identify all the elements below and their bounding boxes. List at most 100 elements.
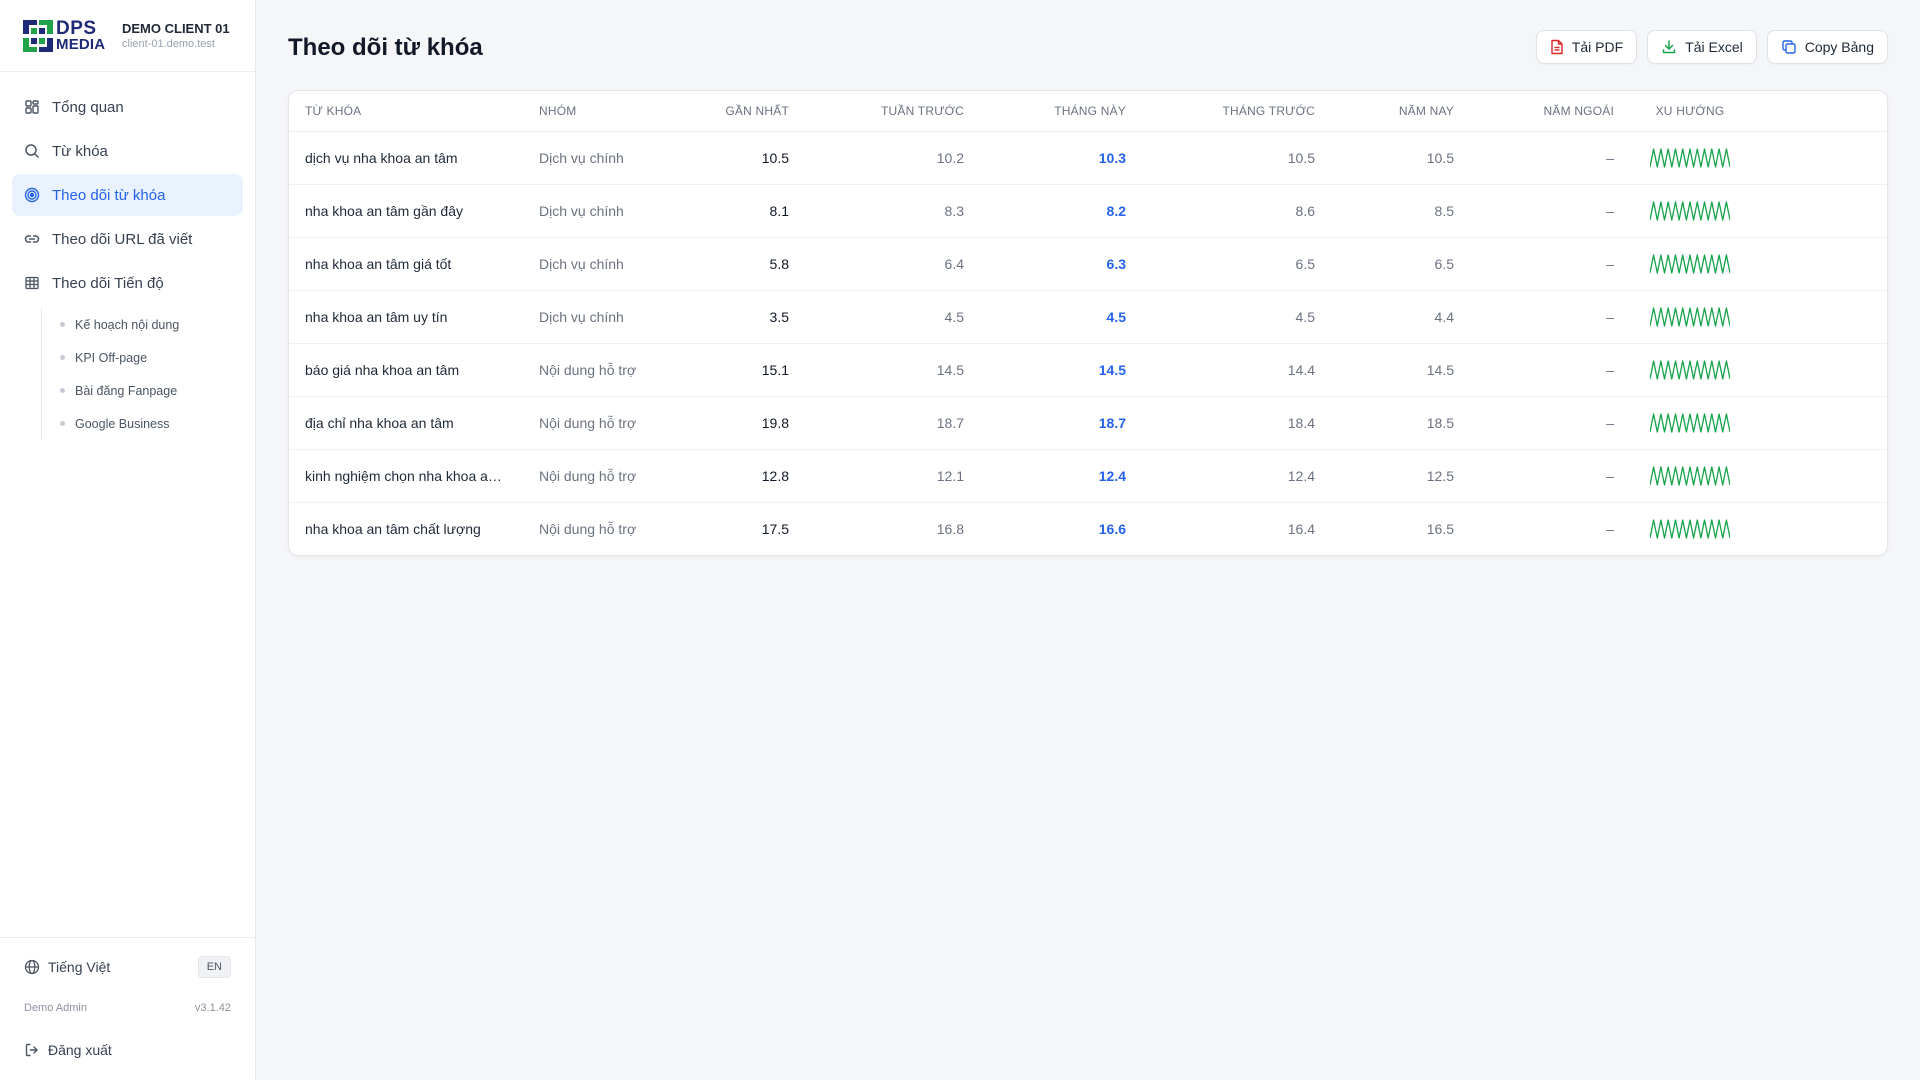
copy-table-label: Copy Bảng xyxy=(1804,39,1874,55)
this-year-cell: 6.5 xyxy=(1333,237,1472,291)
subnav-item-fanpage-posts[interactable]: Bài đăng Fanpage xyxy=(60,374,243,407)
sidebar-item-label: Từ khóa xyxy=(52,142,108,160)
keyword-cell[interactable]: dịch vụ nha khoa an tâm xyxy=(289,131,521,185)
page-header: Theo dõi từ khóa Tải PDF xyxy=(288,0,1888,90)
last-week-cell: 8.3 xyxy=(807,184,982,238)
keyword-cell[interactable]: nha khoa an tâm giá tốt xyxy=(289,237,521,291)
client-info: DEMO CLIENT 01 client-01.demo.test xyxy=(122,21,230,50)
client-name: DEMO CLIENT 01 xyxy=(122,21,230,36)
last-month-cell: 10.5 xyxy=(1144,131,1333,185)
column-header[interactable]: GẦN NHẤT xyxy=(681,91,807,132)
keyword-cell[interactable]: địa chỉ nha khoa an tâm xyxy=(289,396,521,450)
subnav-item-google-business[interactable]: Google Business xyxy=(60,407,243,440)
logo-wordmark: DPS MEDIA xyxy=(56,18,106,53)
group-cell: Nội dung hỗ trợ xyxy=(539,520,637,537)
header-actions: Tải PDF Tải Excel xyxy=(1535,30,1888,64)
bullet-dot xyxy=(60,355,65,360)
copy-table-button[interactable]: Copy Bảng xyxy=(1766,30,1888,64)
download-pdf-button[interactable]: Tải PDF xyxy=(1535,30,1638,64)
language-label: Tiếng Việt xyxy=(48,959,111,975)
group-cell: Dịch vụ chính xyxy=(521,131,681,185)
table-row[interactable]: nha khoa an tâm uy tín Dịch vụ chính 3.5… xyxy=(289,290,1887,344)
logo-line-1: DPS xyxy=(56,18,97,39)
bullet-dot xyxy=(60,322,65,327)
sidebar-item-url-tracking[interactable]: Theo dõi URL đã viết xyxy=(12,218,243,260)
trend-sparkline xyxy=(1650,465,1730,486)
bullet-dot xyxy=(60,421,65,426)
column-header-empty xyxy=(1748,91,1887,132)
last-week-cell: 12.1 xyxy=(807,449,982,503)
spacer-cell xyxy=(1748,449,1887,503)
trend-sparkline xyxy=(1650,147,1730,168)
spacer-cell xyxy=(1748,290,1887,344)
keyword-cell[interactable]: báo giá nha khoa an tâm xyxy=(289,343,521,397)
trend-cell xyxy=(1632,449,1748,503)
latest-cell: 15.1 xyxy=(681,343,807,397)
last-week-cell: 4.5 xyxy=(807,290,982,344)
table-row[interactable]: địa chỉ nha khoa an tâm Nội dung hỗ trợ … xyxy=(289,396,1887,450)
sidebar-item-keywords[interactable]: Từ khóa xyxy=(12,130,243,172)
column-header[interactable]: NHÓM xyxy=(521,91,681,132)
keyword-cell[interactable]: nha khoa an tâm chất lượng xyxy=(305,520,481,537)
group-cell: Dịch vụ chính xyxy=(521,237,681,291)
table-row[interactable]: báo giá nha khoa an tâm Nội dung hỗ trợ … xyxy=(289,343,1887,397)
download-excel-button[interactable]: Tải Excel xyxy=(1647,30,1757,64)
this-year-cell: 8.5 xyxy=(1333,184,1472,238)
logout-icon xyxy=(24,1042,40,1058)
download-icon xyxy=(1661,39,1677,55)
column-header[interactable]: TỪ KHÓA xyxy=(289,91,521,132)
keyword-table-card: TỪ KHÓA NHÓM GẦN NHẤT TUẦN TRƯỚC THÁNG N… xyxy=(288,90,1888,556)
sidebar-item-progress-tracking[interactable]: Theo dõi Tiến độ xyxy=(12,262,243,304)
group-cell: Nội dung hỗ trợ xyxy=(521,343,681,397)
trend-cell xyxy=(1632,131,1748,185)
search-icon xyxy=(24,143,40,159)
column-header[interactable]: NĂM NGOÁI xyxy=(1472,91,1632,132)
column-header[interactable]: THÁNG NÀY xyxy=(982,91,1144,132)
column-header[interactable]: TUẦN TRƯỚC xyxy=(807,91,982,132)
subnav-item-content-plan[interactable]: Kế hoạch nội dung xyxy=(60,308,243,341)
table-row[interactable]: nha khoa an tâm giá tốt Dịch vụ chính 5.… xyxy=(289,237,1887,291)
target-icon xyxy=(24,187,40,203)
last-year-cell: – xyxy=(1472,343,1632,397)
table-row[interactable]: kinh nghiệm chọn nha khoa an tâm Nội dun… xyxy=(289,449,1887,503)
table-icon xyxy=(24,275,40,291)
table-body: dịch vụ nha khoa an tâm Dịch vụ chính 10… xyxy=(289,131,1887,555)
dps-media-logo[interactable]: DPS MEDIA xyxy=(22,18,110,54)
last-month-cell: 18.4 xyxy=(1144,396,1333,450)
group-cell: Dịch vụ chính xyxy=(521,184,681,238)
logo-line-2: MEDIA xyxy=(56,36,106,53)
subnav-item-kpi-offpage[interactable]: KPI Off-page xyxy=(60,341,243,374)
column-header[interactable]: NĂM NAY xyxy=(1333,91,1472,132)
sidebar-item-keyword-tracking[interactable]: Theo dõi từ khóa xyxy=(12,174,243,216)
grid-icon xyxy=(24,99,40,115)
sidebar-item-overview[interactable]: Tổng quan xyxy=(12,86,243,128)
copy-icon xyxy=(1781,39,1797,55)
latest-cell: 10.5 xyxy=(681,131,807,185)
table-row[interactable]: nha khoa an tâm chất lượng Nội dung hỗ t… xyxy=(289,502,1887,555)
table-row[interactable]: nha khoa an tâm gần đây Dịch vụ chính 8.… xyxy=(289,184,1887,238)
keyword-cell[interactable]: nha khoa an tâm uy tín xyxy=(289,290,521,344)
this-month-cell: 18.7 xyxy=(982,396,1144,450)
language-toggle-button[interactable]: EN xyxy=(197,956,231,978)
table-row[interactable]: dịch vụ nha khoa an tâm Dịch vụ chính 10… xyxy=(289,131,1887,185)
trend-cell xyxy=(1632,343,1748,397)
latest-cell: 12.8 xyxy=(681,449,807,503)
brand-header: DPS MEDIA DEMO CLIENT 01 client-01.demo.… xyxy=(0,0,255,72)
column-header[interactable]: THÁNG TRƯỚC xyxy=(1144,91,1333,132)
link-icon xyxy=(24,231,40,247)
trend-sparkline xyxy=(1650,200,1730,221)
keyword-cell[interactable]: kinh nghiệm chọn nha khoa an tâm xyxy=(289,449,521,503)
sidebar: DPS MEDIA DEMO CLIENT 01 client-01.demo.… xyxy=(0,0,256,1080)
trend-cell xyxy=(1632,396,1748,450)
this-year-cell: 18.5 xyxy=(1333,396,1472,450)
column-header: XU HƯỚNG xyxy=(1632,91,1748,132)
spacer-cell xyxy=(1748,184,1887,238)
language-row: Tiếng Việt EN xyxy=(0,938,255,996)
keyword-cell[interactable]: nha khoa an tâm gần đây xyxy=(289,184,521,238)
last-week-cell: 18.7 xyxy=(807,396,982,450)
this-year-cell: 14.5 xyxy=(1333,343,1472,397)
last-year-cell: – xyxy=(1472,237,1632,291)
sidebar-item-label: Tổng quan xyxy=(52,98,124,116)
user-row: Demo Admin v3.1.42 xyxy=(0,996,255,1020)
logout-button[interactable]: Đăng xuất xyxy=(0,1020,255,1080)
